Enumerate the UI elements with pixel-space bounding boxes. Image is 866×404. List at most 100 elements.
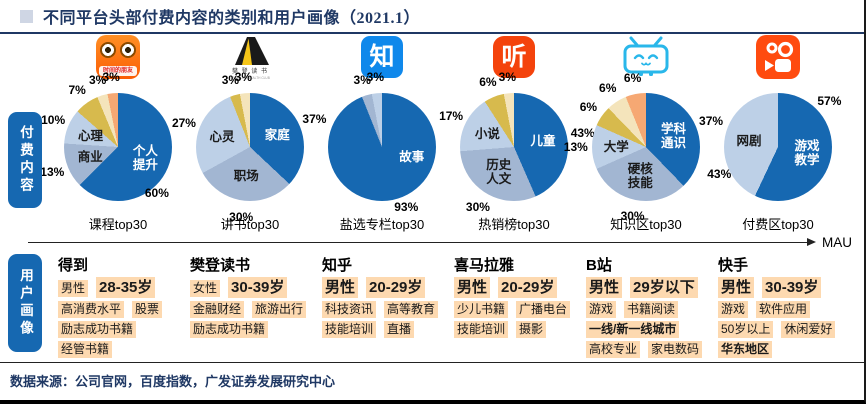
profile-tag: 28-35岁 [96,277,156,298]
profile-tag: 金融财经 [190,301,245,318]
pie-caption: 课程top30 [88,217,148,232]
pie-percent-label: 3% [498,70,516,85]
profile-tag: 科技资讯 [322,301,377,318]
figure-header: 不同平台头部付费内容的类别和用户画像（2021.1） [0,0,864,34]
user-profile-fandeng: 樊登读书 女性 30-39岁 金融财经 旅游出行 励志成功书籍 [184,252,316,360]
dedao-banner-text: 时间的朋友 [99,66,137,76]
profile-tag: 华东地区 [718,341,773,358]
user-profile-kuaishou: 快手 男性 30-39岁 游戏 软件应用 50岁以上 休闲爱好 华东地区 [712,252,844,360]
profile-tag: 男性 [58,280,89,297]
zhihu-char: 知 [369,43,395,71]
pie-percent-label: 57% [817,93,842,108]
sidebar-user-profile-label: 用户画像 [8,254,42,352]
pie-slice-label: 硬核技能 [627,162,653,191]
profile-tag: 经管书籍 [58,341,113,358]
pie-percent-label: 60% [144,186,169,201]
pie-caption: 讲书top30 [220,217,280,232]
pie-percent-label: 43% [707,167,732,182]
profile-platform-name: 得到 [58,257,89,274]
user-profiles-row: 得到 男性 28-35岁 高消费水平 股票 励志成功书籍 经管书籍 樊登读书 女性 30-3… [52,252,864,360]
profile-tag: 高校专业 [586,341,641,358]
pie-slice-label: 心灵 [209,129,235,144]
profile-platform-name: 樊登读书 [190,257,251,274]
profile-tags: 男性 28-35岁 高消费水平 股票 励志成功书籍 经管书籍 [58,277,184,358]
pie-percent-label: 6% [623,71,642,86]
pie-chart-bilibili: 37% 学科通识 30% 硬核技能 13% 大学 6% 6% 6% [564,71,723,223]
pie-percent-label: 6% [479,74,497,89]
pie-percent-label: 43% [570,125,595,140]
ximalaya-icon: 听 [448,34,580,80]
pie-chart-ximalaya: 43% 儿童 30% 历史人文 17% 小说 6% 3% [439,70,595,214]
pie-percent-label: 10% [41,113,66,128]
pie-slice-label: 游戏教学 [794,139,820,168]
profile-tag: 摄影 [516,321,547,338]
pie-percent-label: 3% [353,72,371,87]
pie-slice-label: 家庭 [264,128,290,143]
ximalaya-logo: 听 [493,36,535,78]
pie-percent-label: 3% [88,72,107,87]
zhihu-icon: 知 [316,34,448,80]
pie-slice-label: 网剧 [736,133,762,148]
pie-percent-label: 13% [563,140,588,154]
profile-tag: 男性 [454,277,491,298]
arrow-right-icon [807,238,816,246]
mau-axis: MAU [0,234,864,252]
profile-tag: 男性 [322,277,359,298]
pie-charts-row: 60% 个人提升 13% 商业 10% 心理 7% 3% 3% 37% 家庭 30% 职场 27% 心灵 3… [40,70,864,224]
mau-axis-label: MAU [822,235,852,250]
mau-axis-line [28,242,808,243]
pie-slice-label: 大学 [603,140,629,154]
profile-tag: 高等教育 [384,301,439,318]
profile-tag: 高消费水平 [58,301,125,318]
fandeng-book-icon: 樊 登 读 书 SPIRITUAL WEALTH CLUB [184,34,316,80]
profile-tag: 励志成功书籍 [58,321,137,338]
pie-slice-label: 职场 [233,169,259,184]
title-bullet-square [20,9,33,23]
fandeng-logo: 樊 登 读 书 SPIRITUAL WEALTH CLUB [230,37,270,80]
pie-percent-label: 6% [599,81,617,96]
pie-captions-row: 课程top30 讲书top30 盐选专栏top30 热销榜top30 知识区to… [52,214,864,234]
pie-caption: 热销榜top30 [478,217,550,232]
pie-slice-label: 个人提升 [132,144,158,173]
profile-tags: 女性 30-39岁 金融财经 旅游出行 励志成功书籍 [190,277,316,338]
profile-tag: 广播电台 [516,301,571,318]
pie-disc [328,93,436,201]
bilibili-logo [623,36,669,76]
pie-caption: 付费区top30 [742,217,814,232]
profile-tag: 游戏 [586,301,617,318]
pie-disc [460,93,568,201]
profile-tag: 家电数码 [648,341,703,358]
pie-slice-label: 历史人文 [486,158,512,187]
kuaishou-logo [756,35,800,79]
pie-slice-label: 儿童 [530,133,556,148]
figure-footer: 数据来源：公司官网，百度指数，广发证券发展研究中心 [0,362,864,391]
zhihu-logo: 知 [361,36,403,78]
pie-percent-label: 17% [439,108,464,123]
platform-logos-row: 时间的朋友 樊 登 读 书 SPIRITUAL WEALTH CLUB 知 听 [52,34,864,80]
pie-percent-label: 3% [221,72,240,87]
profile-tags: 男性 29岁以下 游戏 书籍阅读一线/新一线城市 高校专业 家电数码 [586,277,712,358]
pie-percent-label: 6% [579,99,598,114]
profile-tag: 书籍阅读 [624,301,679,318]
profile-tag: 一线/新一线城市 [586,321,680,338]
user-profile-zhihu: 知乎 男性 20-29岁 科技资讯 高等教育 技能培训 直播 [316,252,448,360]
profile-tag: 游戏 [718,301,749,318]
pie-slice-label: 商业 [77,150,103,165]
profile-tags: 男性 30-39岁 游戏 软件应用 50岁以上 休闲爱好 华东地区 [718,277,844,358]
svg-text:樊 登 读 书: 樊 登 读 书 [232,67,268,75]
pie-percent-label: 3% [366,70,384,85]
profile-tag: 29岁以下 [630,277,698,298]
profile-tag: 直播 [384,321,415,338]
profile-tag: 男性 [718,277,755,298]
ximalaya-char: 听 [501,43,527,71]
profile-tag: 少儿书籍 [454,301,509,318]
pie-slice-label: 学科通识 [661,121,687,150]
profile-tag: 30-39岁 [228,277,288,298]
pie-disc [592,93,700,201]
kuaishou-camera-icon [712,34,844,80]
profile-tag: 男性 [586,277,623,298]
data-source-text: 数据来源：公司官网，百度指数，广发证券发展研究中心 [10,374,336,389]
user-profile-bilibili: B站 男性 29岁以下 游戏 书籍阅读 一线/新一线城市 高校专业 家电数码 [580,252,712,360]
pie-percent-label: 7% [68,82,86,97]
